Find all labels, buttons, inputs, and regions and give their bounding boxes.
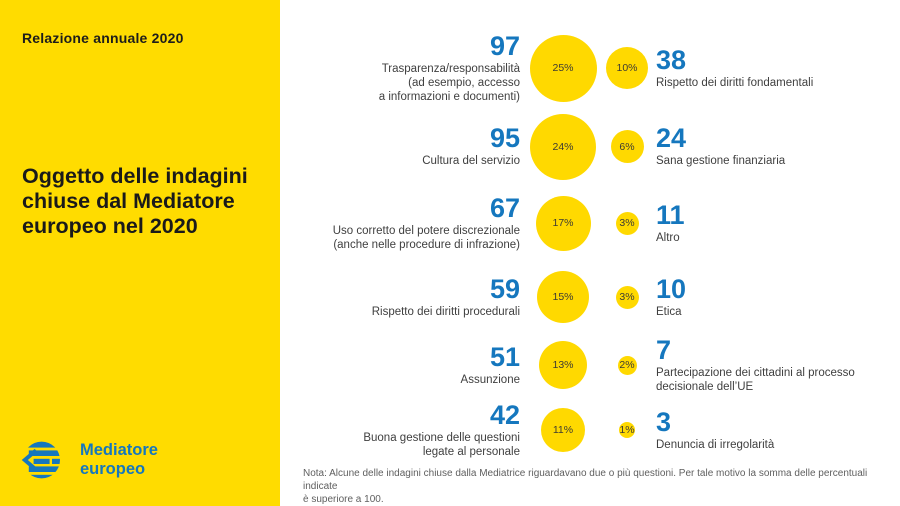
right-bubble-percent: 3% — [619, 291, 635, 303]
right-bubble-percent: 6% — [619, 140, 635, 153]
right-item-text: 24 Sana gestione finanziaria — [648, 125, 894, 168]
left-item-text: 67 Uso corretto del potere discrezionale… — [300, 192, 520, 252]
right-item-text: 38 Rispetto dei diritti fondamentali — [648, 44, 894, 90]
right-item-count: 11 — [656, 199, 685, 230]
left-bubble-percent: 24% — [552, 140, 574, 153]
left-item-label: Cultura del servizio — [422, 155, 520, 167]
left-item-count: 95 — [489, 123, 520, 153]
left-item-text: 42 Buona gestione delle questioni legate… — [300, 399, 520, 459]
right-bubble: 6% — [610, 130, 644, 163]
left-bubble-percent: 17% — [552, 217, 574, 229]
left-item-text: 95 Cultura del servizio — [300, 125, 520, 168]
right-bubble: 3% — [615, 211, 639, 235]
right-item-label: Altro — [656, 231, 680, 244]
left-bubble-percent: 13% — [552, 359, 574, 371]
left-item-label: Uso corretto del potere discrezionale (a… — [332, 224, 520, 251]
right-item-text: 3 Denuncia di irregolarità — [648, 406, 894, 452]
right-bubble-percent: 10% — [616, 62, 638, 74]
left-item-count: 51 — [489, 341, 520, 372]
chart-row-4: 59 Rispetto dei diritti procedurali 15% … — [300, 261, 894, 333]
right-item-text: 11 Altro — [648, 199, 894, 245]
ombudsman-logo: Mediatore europeo — [20, 440, 158, 480]
right-item-text: 7 Partecipazione dei cittadini al proces… — [648, 334, 894, 394]
chart-row-3: 67 Uso corretto del potere discrezionale… — [300, 185, 894, 261]
left-item-count: 59 — [489, 273, 520, 304]
left-item-text: 51 Assunzione — [300, 341, 520, 387]
left-item-text: 59 Rispetto dei diritti procedurali — [300, 273, 520, 319]
left-item-count: 67 — [489, 192, 520, 223]
right-item-count: 3 — [656, 406, 672, 437]
left-yellow-panel: Relazione annuale 2020 Oggetto delle ind… — [0, 0, 280, 506]
right-item-text: 10 Etica — [648, 273, 894, 319]
left-bubble-percent: 15% — [552, 291, 574, 303]
right-item-count: 24 — [656, 123, 687, 153]
right-item-label: Denuncia di irregolarità — [656, 438, 775, 451]
right-bubble: 10% — [606, 47, 648, 89]
left-item-label: Trasparenza/responsabilità (ad esempio, … — [378, 62, 520, 103]
chart-row-1: 97 Trasparenza/responsabilità (ad esempi… — [300, 28, 894, 108]
right-item-label: Sana gestione finanziaria — [656, 155, 786, 167]
page-title: Oggetto delle indagini chiuse dal Mediat… — [22, 164, 248, 238]
left-item-label: Rispetto dei diritti procedurali — [371, 305, 520, 318]
right-bubble: 2% — [617, 355, 637, 375]
right-item-count: 7 — [656, 334, 672, 365]
left-item-label: Buona gestione delle questioni legate al… — [363, 431, 520, 458]
left-bubble: 25% — [529, 34, 597, 102]
ombudsman-logo-label: Mediatore europeo — [80, 441, 158, 478]
left-bubble: 24% — [530, 113, 596, 180]
right-bubble: 3% — [615, 285, 639, 309]
left-bubble: 15% — [537, 271, 589, 323]
right-item-label: Partecipazione dei cittadini al processo… — [656, 366, 855, 393]
left-item-count: 97 — [489, 30, 520, 61]
right-item-label: Rispetto dei diritti fondamentali — [656, 76, 814, 89]
right-bubble-percent: 3% — [619, 217, 635, 229]
left-bubble: 13% — [539, 341, 587, 389]
chart-row-2: 95 Cultura del servizio 24% 6% 24 Sana g… — [300, 108, 894, 185]
right-item-count: 10 — [656, 273, 687, 304]
right-item-label: Etica — [656, 305, 682, 318]
chart-row-6: 42 Buona gestione delle questioni legate… — [300, 397, 894, 463]
left-item-label: Assunzione — [460, 373, 520, 386]
chart-row-5: 51 Assunzione 13% 2% 7 Partecipazione de… — [300, 333, 894, 397]
left-item-text: 97 Trasparenza/responsabilità (ad esempi… — [300, 30, 520, 104]
ombudsman-logo-icon — [21, 441, 60, 479]
left-bubble-percent: 11% — [552, 424, 574, 436]
left-bubble: 11% — [541, 408, 585, 452]
bubble-chart: 97 Trasparenza/responsabilità (ad esempi… — [300, 28, 894, 506]
left-item-count: 42 — [489, 399, 520, 430]
report-kicker: Relazione annuale 2020 — [22, 30, 184, 46]
right-bubble-percent: 1% — [619, 424, 635, 436]
left-bubble: 17% — [535, 195, 591, 251]
left-bubble-percent: 25% — [552, 62, 574, 74]
right-bubble-percent: 2% — [619, 359, 635, 371]
right-item-count: 38 — [656, 44, 687, 75]
footnote: Nota: Alcune delle indagini chiuse dalla… — [303, 468, 868, 505]
right-bubble: 1% — [619, 422, 635, 438]
